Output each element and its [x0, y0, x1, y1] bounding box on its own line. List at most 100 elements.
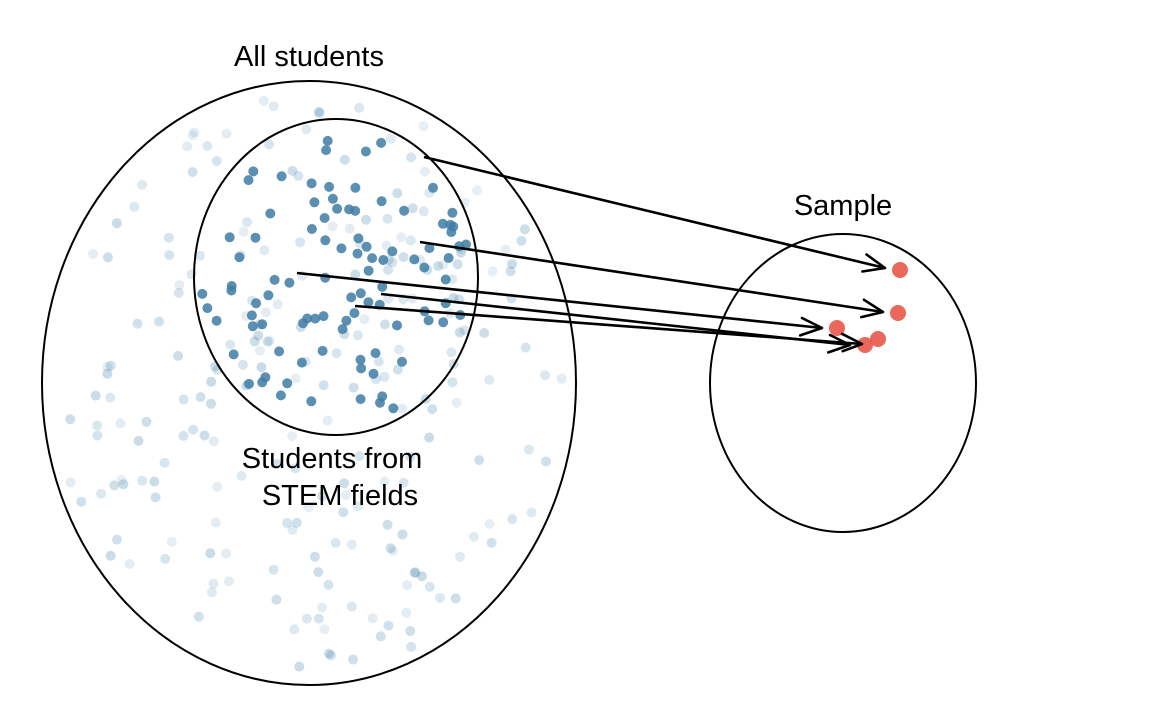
stem-student-point — [392, 320, 402, 331]
student-point — [129, 201, 140, 212]
student-point — [224, 576, 234, 587]
stem-student-point — [353, 233, 364, 244]
stem-student-point — [322, 135, 333, 146]
subgroup-label-line1: Students from — [242, 443, 423, 475]
student-point — [424, 432, 435, 443]
student-point — [174, 280, 185, 291]
student-point — [150, 492, 161, 503]
student-point — [479, 328, 490, 338]
sample-ellipse — [709, 233, 977, 533]
stem-student-point — [346, 292, 357, 303]
stem-student-point — [202, 303, 213, 314]
stem-student-point — [350, 205, 361, 216]
stem-student-point — [337, 324, 348, 335]
population-label: All students — [234, 41, 384, 73]
student-point — [424, 581, 435, 592]
student-point — [451, 397, 462, 408]
student-point — [418, 206, 429, 217]
stem-student-point — [341, 315, 352, 326]
student-point — [208, 436, 219, 447]
student-point — [487, 266, 498, 277]
student-point — [375, 631, 386, 642]
sampling-arrow — [419, 240, 885, 319]
student-point — [452, 259, 463, 270]
student-point — [405, 235, 416, 246]
stem-student-point — [388, 403, 399, 414]
student-point — [132, 318, 143, 329]
student-point — [202, 141, 213, 151]
stem-student-point — [251, 298, 262, 309]
stem-student-point — [260, 372, 271, 383]
student-point — [486, 537, 497, 548]
student-point — [398, 477, 409, 488]
student-point — [111, 218, 122, 229]
student-point — [238, 359, 248, 370]
student-point — [178, 394, 189, 405]
stem-student-point — [419, 262, 430, 273]
student-point — [309, 551, 320, 562]
student-point — [313, 106, 324, 117]
student-point — [102, 368, 113, 379]
student-point — [393, 344, 404, 355]
stem-student-point — [361, 241, 372, 252]
stem-student-point — [349, 308, 360, 319]
stem-student-point — [269, 274, 280, 285]
sample-point — [892, 262, 908, 278]
student-point — [109, 480, 120, 491]
student-point — [291, 517, 302, 528]
student-point — [520, 342, 531, 353]
student-point — [96, 488, 106, 499]
student-point — [173, 350, 184, 361]
stem-student-point — [428, 182, 438, 193]
stem-student-point — [376, 196, 387, 207]
student-point — [516, 235, 527, 246]
stem-student-point — [324, 181, 335, 192]
sampling-arrow — [423, 155, 887, 273]
stem-students-ellipse — [193, 118, 479, 436]
student-point — [88, 249, 99, 259]
student-point — [173, 288, 184, 298]
student-point — [380, 319, 390, 330]
student-point — [323, 579, 334, 590]
student-point — [287, 431, 298, 442]
student-point — [359, 314, 370, 325]
student-point — [76, 496, 87, 507]
student-point — [115, 418, 126, 429]
sample-point — [870, 331, 886, 347]
student-point — [287, 525, 298, 535]
stem-student-point — [355, 354, 366, 365]
student-point — [295, 237, 306, 248]
student-point — [187, 130, 198, 141]
student-point — [271, 594, 282, 605]
student-point — [260, 307, 271, 318]
student-point — [367, 613, 378, 624]
student-point — [268, 564, 279, 575]
student-point — [405, 451, 416, 462]
student-point — [221, 128, 232, 139]
student-point — [455, 551, 466, 562]
student-point — [116, 474, 127, 485]
student-point — [124, 558, 135, 569]
stem-student-point — [274, 346, 285, 357]
student-point — [354, 102, 365, 113]
stem-student-point — [250, 232, 261, 243]
stem-student-point — [320, 235, 331, 246]
stem-student-point — [246, 310, 257, 321]
student-point — [396, 232, 407, 243]
stem-student-point — [437, 218, 448, 229]
sample-points — [829, 262, 908, 353]
student-point — [410, 567, 421, 578]
student-point — [137, 475, 148, 486]
student-point — [182, 141, 193, 152]
student-point — [178, 430, 189, 441]
student-point — [199, 430, 210, 441]
student-point — [225, 339, 236, 350]
student-point — [264, 139, 275, 150]
student-point — [418, 121, 429, 132]
student-point — [118, 479, 129, 490]
stem-student-point — [447, 207, 458, 218]
stem-student-point — [275, 390, 286, 401]
student-point — [65, 477, 76, 488]
student-point — [236, 470, 247, 481]
student-point — [459, 325, 470, 336]
